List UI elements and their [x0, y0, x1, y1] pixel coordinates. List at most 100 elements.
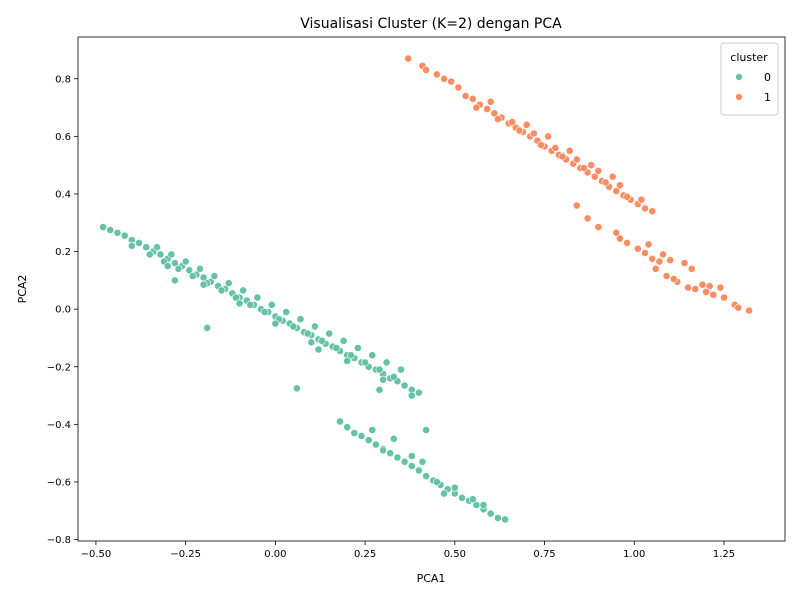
- point-cluster-1-47: [594, 166, 603, 175]
- point-cluster-0-88: [379, 375, 387, 384]
- point-cluster-0-101: [407, 462, 416, 470]
- legend-marker-0: [735, 73, 743, 81]
- point-cluster-0-56: [303, 329, 312, 338]
- point-cluster-1-83: [687, 264, 696, 273]
- point-cluster-0-57: [318, 336, 326, 345]
- point-cluster-0-96: [371, 440, 380, 449]
- point-cluster-0-117: [379, 446, 387, 455]
- point-cluster-0-0: [99, 223, 107, 231]
- point-cluster-1-63: [644, 240, 653, 249]
- y-tick-label-3: −0.2: [47, 362, 71, 373]
- point-cluster-0-80: [397, 365, 405, 374]
- legend: cluster 0 1: [720, 42, 779, 116]
- x-tick-label-0: −0.50: [81, 549, 112, 560]
- point-cluster-0-47: [174, 264, 183, 273]
- point-cluster-0-51: [231, 293, 240, 302]
- point-cluster-1-5: [447, 77, 456, 86]
- x-tick-label-3: 0.25: [354, 549, 376, 560]
- point-cluster-1-71: [684, 283, 692, 292]
- point-cluster-0-65: [181, 257, 190, 266]
- point-cluster-1-70: [680, 259, 689, 267]
- point-cluster-0-72: [282, 308, 291, 316]
- point-cluster-0-86: [307, 338, 316, 347]
- point-cluster-1-4: [440, 74, 448, 83]
- point-cluster-0-6: [142, 243, 151, 252]
- point-cluster-1-80: [745, 306, 753, 315]
- point-cluster-1-36: [515, 126, 524, 135]
- point-cluster-0-64: [167, 250, 176, 259]
- point-cluster-1-59: [616, 234, 624, 243]
- point-cluster-1-46: [572, 155, 581, 164]
- point-cluster-1-64: [648, 254, 657, 263]
- y-tick-label-1: −0.6: [47, 477, 71, 488]
- point-cluster-1-40: [601, 178, 610, 187]
- point-cluster-1-2: [422, 66, 430, 74]
- point-cluster-1-33: [648, 207, 657, 216]
- point-cluster-0-122: [468, 495, 477, 504]
- point-cluster-0-95: [364, 436, 373, 445]
- point-cluster-1-53: [587, 161, 596, 170]
- y-tick-label-5: 0.2: [55, 247, 71, 258]
- y-axis-label: PCA2: [16, 275, 29, 304]
- point-cluster-0-100: [400, 457, 409, 466]
- point-cluster-1-11: [490, 109, 499, 118]
- x-axis: −0.50 −0.25 0.00 0.25 0.50 0.75 1.00 1.25: [81, 541, 735, 560]
- point-cluster-1-7: [461, 92, 470, 100]
- x-tick-label-5: 0.75: [533, 549, 555, 560]
- point-cluster-0-98: [386, 449, 395, 458]
- point-cluster-0-129: [170, 276, 179, 285]
- point-cluster-0-59: [346, 351, 355, 360]
- point-cluster-0-125: [203, 323, 212, 332]
- point-cluster-1-0: [404, 54, 413, 63]
- point-cluster-1-58: [612, 228, 621, 237]
- point-cluster-0-92: [343, 423, 352, 432]
- x-tick-label-1: −0.25: [170, 549, 201, 560]
- point-cluster-0-93: [350, 429, 359, 437]
- y-axis: −0.8 −0.6 −0.4 −0.2 0.0 0.2 0.4 0.6 0.8: [47, 74, 78, 546]
- point-cluster-0-113: [493, 514, 502, 522]
- point-cluster-0-127: [375, 385, 384, 394]
- point-cluster-0-81: [127, 241, 136, 250]
- point-cluster-1-8: [468, 95, 477, 103]
- point-cluster-0-63: [153, 243, 161, 252]
- point-cluster-0-74: [310, 322, 319, 331]
- point-cluster-0-71: [267, 300, 276, 309]
- point-cluster-0-12: [185, 266, 194, 275]
- point-cluster-0-121: [450, 483, 459, 492]
- point-cluster-1-79: [734, 303, 743, 312]
- point-cluster-0-44: [414, 388, 423, 397]
- point-cluster-0-53: [260, 308, 269, 316]
- point-cluster-1-61: [634, 244, 642, 253]
- point-cluster-0-108: [458, 493, 466, 502]
- point-cluster-0-77: [353, 344, 362, 352]
- y-tick-label-7: 0.6: [55, 132, 71, 143]
- point-cluster-1-37: [537, 141, 545, 149]
- point-cluster-1-67: [666, 256, 675, 265]
- x-axis-label: PCA1: [417, 572, 446, 585]
- point-cluster-0-84: [235, 299, 244, 308]
- y-tick-label-4: 0.0: [55, 305, 71, 316]
- point-cluster-1-10: [483, 105, 491, 113]
- point-cluster-0-82: [163, 262, 172, 270]
- point-cluster-1-82: [669, 274, 678, 283]
- point-cluster-0-115: [368, 426, 377, 434]
- point-cluster-1-56: [583, 214, 592, 223]
- point-cluster-1-81: [651, 264, 660, 273]
- point-cluster-1-68: [662, 272, 671, 280]
- point-cluster-0-68: [224, 279, 233, 288]
- point-cluster-0-79: [382, 358, 391, 367]
- point-cluster-1-52: [565, 146, 574, 155]
- point-cluster-1-43: [508, 118, 517, 126]
- point-cluster-0-2: [113, 228, 122, 237]
- y-tick-label-0: −0.8: [47, 535, 71, 546]
- y-tick-label-6: 0.4: [55, 189, 71, 200]
- point-cluster-1-28: [612, 187, 621, 195]
- point-cluster-0-126: [292, 384, 301, 393]
- point-cluster-0-116: [389, 434, 398, 443]
- point-cluster-1-32: [641, 204, 649, 213]
- point-cluster-0-8: [156, 250, 165, 259]
- point-cluster-0-58: [332, 344, 341, 352]
- point-cluster-1-62: [641, 249, 649, 257]
- x-tick-label-6: 1.00: [623, 549, 645, 560]
